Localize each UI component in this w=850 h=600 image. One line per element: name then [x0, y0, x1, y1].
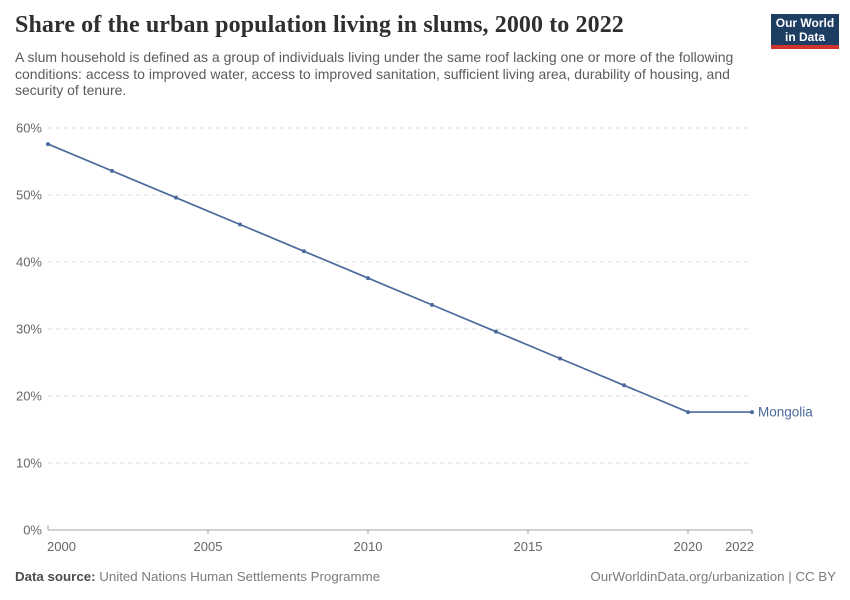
y-tick-label: 10%: [16, 456, 42, 471]
chart-subtitle: A slum household is defined as a group o…: [15, 49, 734, 98]
owid-logo-line1: Our World: [775, 16, 835, 30]
chart-title: Share of the urban population living in …: [15, 12, 624, 38]
x-tick-label: 2005: [194, 539, 223, 554]
chart-footer: Data source: United Nations Human Settle…: [15, 569, 836, 584]
data-point: [430, 302, 434, 307]
y-tick-label: 0%: [23, 523, 42, 538]
owid-logo: Our World in Data: [771, 14, 839, 49]
x-tick-label: 2010: [354, 539, 383, 554]
footer-attribution: OurWorldinData.org/urbanization | CC BY: [590, 569, 836, 584]
data-point: [174, 195, 178, 200]
x-tick-label: 2000: [47, 539, 76, 554]
data-source-value: United Nations Human Settlements Program…: [95, 569, 381, 584]
data-point: [238, 222, 242, 227]
data-point: [686, 410, 690, 415]
data-point: [622, 383, 626, 388]
x-tick-label: 2015: [514, 539, 543, 554]
data-point: [494, 329, 498, 334]
line-chart: 0% 10% 20% 30% 40% 50% 60% 2000 2005 2010 2015 2020…: [16, 121, 813, 555]
owid-logo-line2: in Data: [784, 30, 825, 44]
y-tick-label: 20%: [16, 389, 42, 404]
series-line: [47, 143, 753, 413]
data-point: [110, 168, 114, 173]
x-tick-label: 2022: [725, 539, 754, 554]
data-source: Data source: United Nations Human Settle…: [15, 569, 380, 584]
y-tick-label: 50%: [16, 188, 42, 203]
y-tick-label: 40%: [16, 255, 42, 270]
x-tick-label: 2020: [674, 539, 703, 554]
data-point: [302, 249, 306, 254]
data-source-label: Data source:: [15, 569, 96, 584]
y-tick-label: 60%: [16, 121, 42, 136]
data-point: [46, 142, 50, 147]
y-tick-label: 30%: [16, 322, 42, 337]
data-point: [366, 276, 370, 281]
data-point: [558, 356, 562, 361]
series-label: Mongolia: [758, 405, 813, 420]
data-point: [750, 410, 754, 415]
